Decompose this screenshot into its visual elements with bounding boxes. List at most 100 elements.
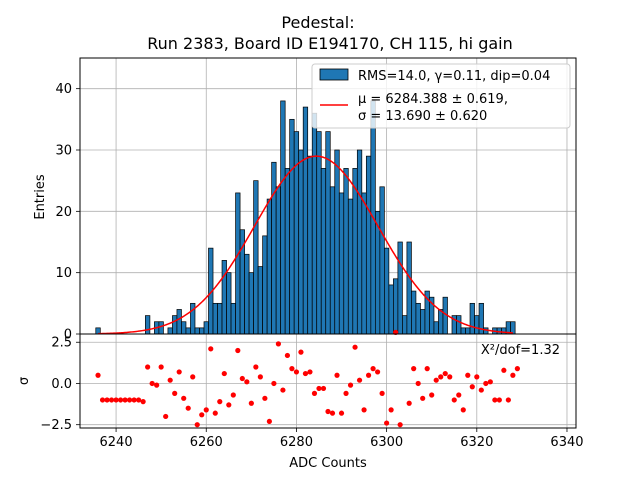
y-tick-label: −2.5	[40, 418, 72, 433]
residual-point	[501, 367, 507, 373]
chart-title-line1: Pedestal:	[281, 13, 354, 32]
residuals-y-label: σ	[17, 377, 32, 385]
histogram-bar	[230, 302, 236, 335]
residual-point	[244, 379, 250, 385]
histogram-bar	[338, 192, 345, 335]
chart-title-line2: Run 2383, Board ID E194170, CH 115, hi g…	[147, 34, 512, 53]
x-tick-label: 6280	[280, 435, 313, 450]
histogram-bar	[253, 180, 259, 335]
residual-point	[167, 377, 173, 383]
histogram-bar	[248, 272, 254, 335]
histogram-bar	[262, 235, 268, 335]
histogram-bar	[203, 321, 209, 335]
residual-point	[302, 370, 309, 377]
residual-point	[316, 385, 322, 392]
histogram-bar	[311, 112, 318, 335]
residual-point	[469, 384, 475, 390]
legend: RMS=14.0, γ=0.11, dip=0.04 μ = 6284.388 …	[311, 63, 571, 129]
residual-point	[149, 380, 155, 387]
legend-frame	[311, 63, 571, 129]
residual-point	[343, 390, 349, 396]
residual-point	[257, 374, 263, 380]
residual-point	[510, 372, 516, 378]
histogram-y-ticks: 0 10 20 30 40	[55, 82, 80, 343]
histogram-bar	[226, 272, 232, 335]
residual-point	[384, 420, 390, 426]
residual-point	[140, 399, 146, 405]
histogram-bar	[456, 315, 462, 335]
histogram-bar	[388, 284, 394, 335]
residual-point	[131, 397, 137, 403]
residual-point	[163, 413, 169, 420]
histogram-bar	[212, 302, 218, 335]
x-tick-label: 6260	[190, 435, 223, 450]
residual-point	[203, 407, 209, 413]
residual-point	[154, 382, 160, 388]
histogram-bar	[298, 149, 304, 335]
residual-point	[185, 405, 191, 411]
histogram-bar	[194, 327, 200, 335]
histogram-bar	[307, 155, 313, 335]
histogram-y-label: Entries	[33, 174, 48, 220]
histogram-bar	[320, 168, 327, 335]
histogram-bar	[293, 131, 300, 335]
residual-point	[397, 422, 403, 428]
histogram-bar	[379, 186, 385, 335]
histogram-bar	[365, 155, 372, 335]
histogram-bar	[257, 266, 263, 335]
residual-point	[320, 385, 327, 392]
residual-point	[329, 410, 336, 416]
residual-point	[338, 410, 345, 416]
x-axis-label: ADC Counts	[289, 456, 367, 471]
residuals-y-ticks: −2.5 0.0 2.5	[40, 336, 80, 433]
residual-point	[375, 369, 381, 375]
residual-point	[104, 397, 110, 403]
residual-point	[275, 341, 281, 347]
y-tick-label: 10	[55, 266, 72, 281]
residual-point	[429, 392, 435, 398]
histogram-bar	[325, 131, 331, 335]
histogram-bar	[158, 321, 164, 335]
legend-hist-swatch	[319, 68, 349, 81]
residuals-axes: 6240 6260 6280 6300 6320 6340 −2.5 0.0 2.5 σ AD…	[17, 329, 584, 471]
residual-point	[465, 372, 471, 378]
histogram-bar	[302, 106, 309, 335]
residual-point	[181, 395, 187, 401]
residual-point	[478, 387, 484, 393]
residuals-x-ticks: 6240 6260 6280 6300 6320 6340	[100, 428, 584, 450]
residual-point	[334, 372, 340, 378]
y-tick-label: 30	[55, 144, 72, 159]
x-tick-label: 6340	[550, 435, 583, 450]
residual-point	[347, 382, 354, 388]
residual-point	[356, 377, 363, 383]
histogram-bar	[361, 192, 367, 335]
residual-point	[447, 374, 453, 380]
residual-point	[438, 374, 444, 380]
residual-point	[456, 392, 462, 398]
histogram-bar	[167, 327, 173, 335]
residual-point	[424, 366, 430, 372]
residual-point	[108, 397, 115, 403]
gaussian-fit-line	[98, 155, 513, 335]
histogram-bar	[176, 309, 182, 335]
y-tick-label: 2.5	[51, 336, 72, 351]
histogram-bar	[199, 327, 205, 335]
residual-point	[113, 397, 119, 403]
histogram-bar	[275, 186, 282, 335]
residual-point	[99, 397, 106, 403]
legend-fit-label-mu: μ = 6284.388 ± 0.619,	[358, 92, 508, 107]
histogram-bar	[411, 290, 417, 335]
residual-point	[474, 374, 480, 380]
histogram-bars	[95, 100, 516, 335]
residual-point	[122, 397, 128, 403]
residual-point	[496, 397, 502, 403]
x-tick-label: 6240	[100, 435, 133, 450]
residual-point	[492, 397, 498, 403]
histogram-bar	[433, 321, 439, 335]
residual-point	[365, 372, 372, 378]
histogram-bar	[356, 149, 363, 335]
residual-point	[379, 390, 385, 396]
residual-point	[158, 364, 164, 370]
residual-point	[212, 410, 218, 416]
histogram-bar	[469, 302, 475, 335]
